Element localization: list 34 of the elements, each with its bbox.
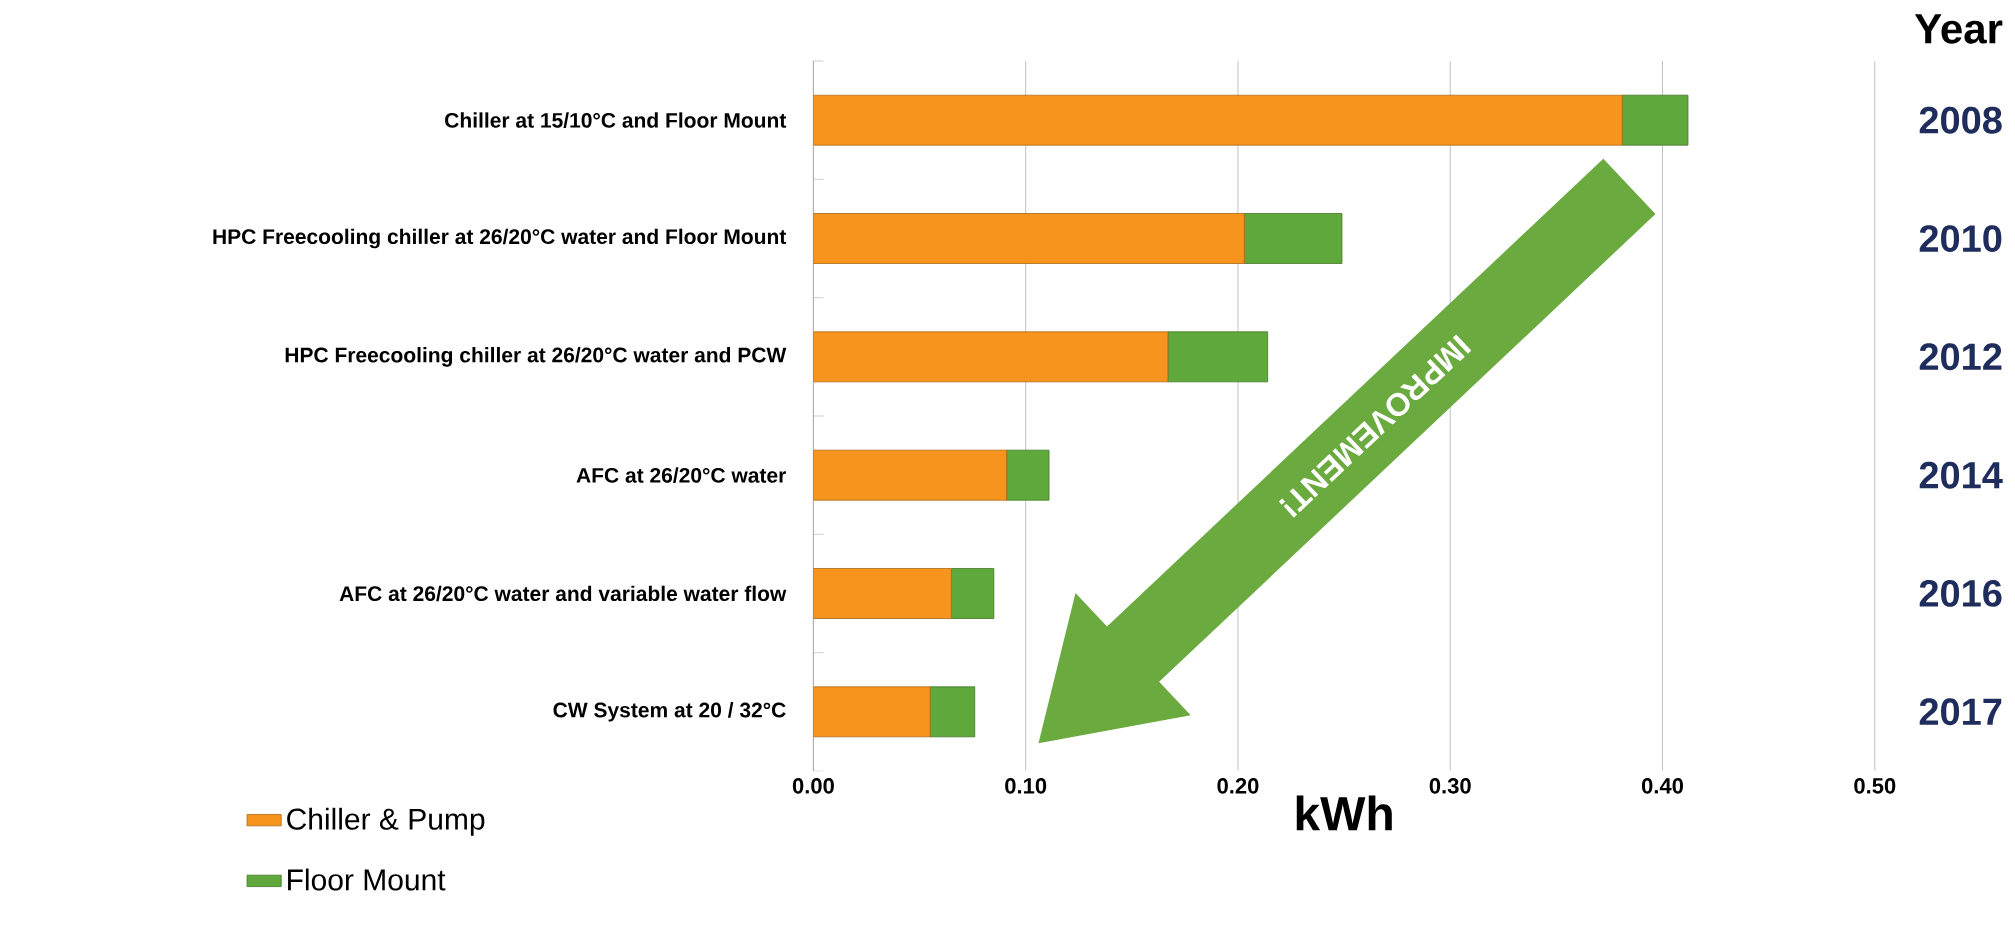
y-tick-label: Chiller at 15/10°C and Floor Mount — [445, 112, 787, 128]
bar — [813, 449, 1007, 501]
text: 2008 — [1919, 106, 2002, 134]
legend-label: Floor Mount — [288, 868, 446, 891]
bar — [813, 331, 1169, 383]
y-tick-label: HPC Freecooling chiller at 26/20°C water and Floor Mount — [213, 228, 787, 249]
x-tick-label: 0.40 — [1641, 778, 1683, 794]
bar — [813, 568, 952, 619]
text: 2014 — [1919, 461, 2003, 489]
x-tick-label: 0.10 — [1005, 778, 1047, 794]
y-tick-label: HPC Freecooling chiller at 26/20°C water and PCW — [285, 347, 787, 367]
bar — [1621, 94, 1689, 146]
bar — [1243, 213, 1343, 264]
legend-label: Chiller & Pump — [287, 807, 485, 836]
bar — [813, 213, 1245, 264]
x-tick-label: 0.20 — [1217, 778, 1259, 794]
text: 2010 — [1919, 225, 2002, 253]
bar — [1006, 449, 1050, 501]
bar — [813, 686, 931, 738]
bar — [813, 94, 1623, 146]
text: 2016 — [1919, 579, 2002, 607]
x-tick-label: 0.30 — [1429, 778, 1471, 794]
x-tick-label: 0.50 — [1854, 778, 1896, 794]
text: 2017 — [1919, 698, 2002, 726]
text: Year — [1914, 14, 2003, 44]
text: 2012 — [1919, 343, 2002, 371]
bar — [929, 686, 976, 738]
y-tick-label: AFC at 26/20°C water — [576, 467, 786, 483]
bar — [950, 568, 995, 619]
x-axis-title: kWh — [1296, 795, 1392, 831]
y-tick-label: CW System at 20 / 32°C — [553, 702, 786, 722]
x-tick-label: 0.00 — [792, 778, 834, 794]
y-tick-label: AFC at 26/20°C water and variable water flow — [339, 585, 787, 602]
bar — [1167, 331, 1269, 383]
